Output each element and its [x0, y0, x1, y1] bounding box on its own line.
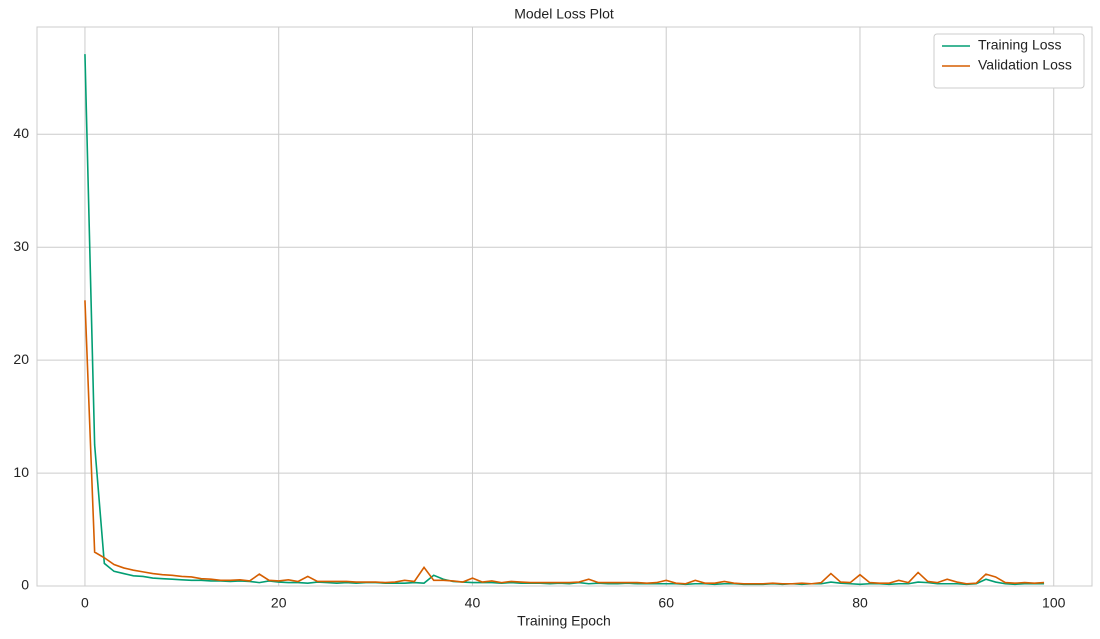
- y-tick-label: 20: [13, 351, 29, 367]
- x-tick-label: 0: [81, 595, 89, 611]
- line-series: [84, 300, 1045, 585]
- legend: Training Loss Validation Loss: [933, 33, 1085, 89]
- x-tick-label: 20: [271, 595, 287, 611]
- x-axis-label: Training Epoch: [517, 613, 611, 629]
- chart-title: Model Loss Plot: [514, 6, 614, 22]
- x-tick-label: 60: [658, 595, 674, 611]
- plot-frame: [36, 26, 1093, 587]
- y-tick-label: 30: [13, 238, 29, 254]
- legend-label: Training Loss: [978, 37, 1062, 53]
- x-tick-label: 80: [852, 595, 868, 611]
- legend-label: Validation Loss: [978, 57, 1072, 73]
- y-tick-label: 40: [13, 125, 29, 141]
- line-series: [84, 54, 1045, 586]
- x-tick-label: 100: [1042, 595, 1066, 611]
- y-tick-label: 10: [13, 464, 29, 480]
- y-tick-label: 0: [21, 577, 29, 593]
- x-tick-label: 40: [465, 595, 481, 611]
- legend-box: [933, 33, 1085, 89]
